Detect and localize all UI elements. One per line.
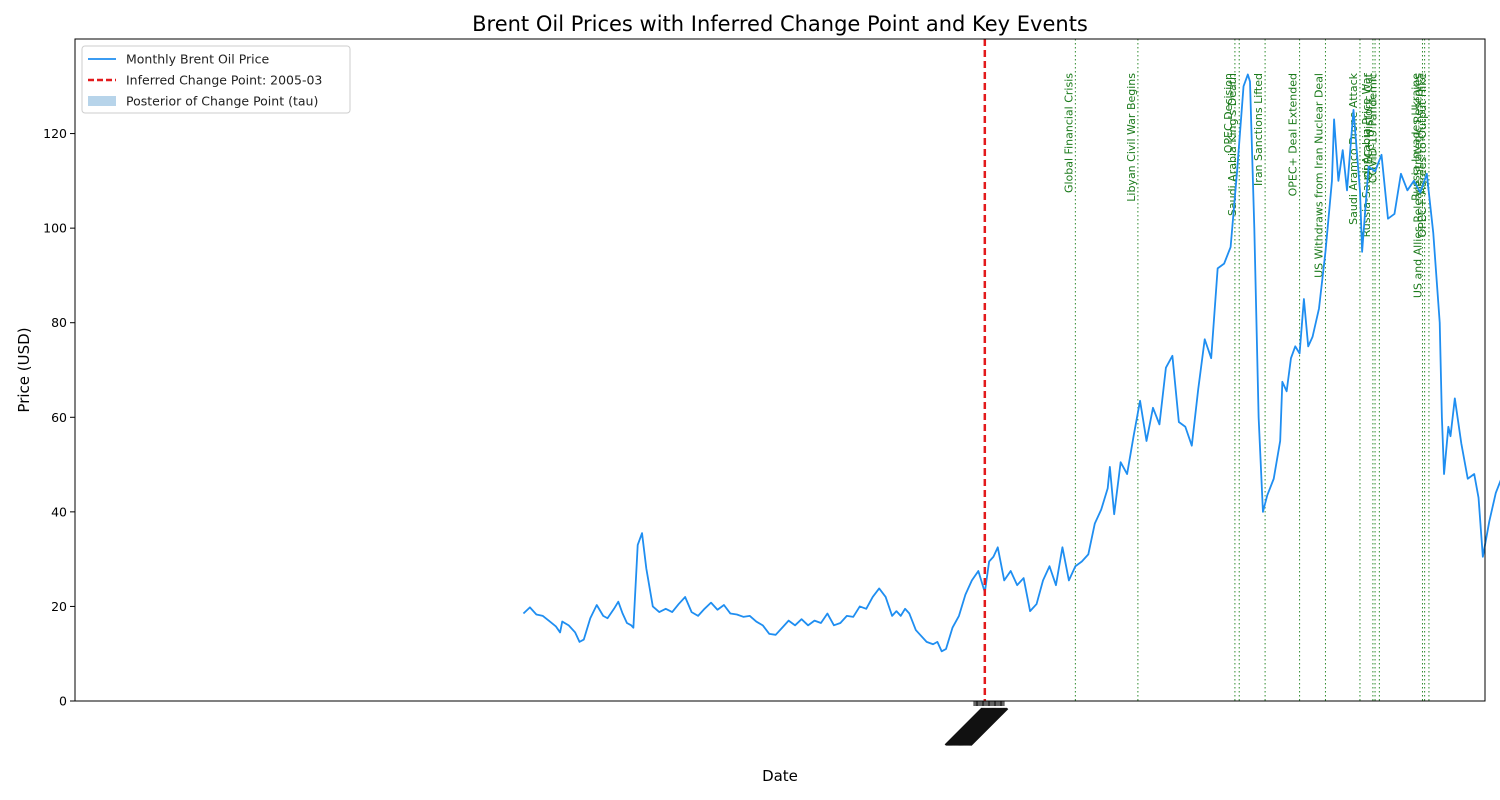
- y-tick-label-4: 80: [51, 315, 67, 330]
- price-series-line: [522, 73, 1500, 653]
- event-label-12: US and Allies Release Strategic Reserves: [1412, 73, 1425, 298]
- event-label-2: OPEC Decision: [1222, 73, 1235, 153]
- x-axis: [944, 701, 1009, 746]
- line-layer: [522, 73, 1500, 653]
- event-label-8: Russia-Saudi Arabia Price War: [1360, 73, 1373, 238]
- y-axis: 0 20 40 60 80 100 120: [43, 126, 75, 709]
- event-label-3: Saudi Arabia King's Death: [1226, 73, 1239, 216]
- event-label-6: US Withdraws from Iran Nuclear Deal: [1312, 73, 1325, 278]
- legend: Monthly Brent Oil Price Inferred Change P…: [81, 45, 351, 114]
- event-label-5: OPEC+ Deal Extended: [1287, 73, 1300, 196]
- event-label-13: OPEC+ Agrees to Output Hike: [1416, 73, 1429, 238]
- y-tick-label-5: 100: [43, 221, 67, 236]
- legend-label-1: Inferred Change Point: 2005-03: [126, 73, 322, 88]
- chart-title: Brent Oil Prices with Inferred Change Po…: [472, 12, 1088, 36]
- event-label-7: Saudi Aramco Drone Attack: [1347, 72, 1360, 224]
- legend-patch-swatch: [88, 96, 116, 106]
- y-tick-label-2: 40: [51, 504, 67, 519]
- event-label-9: OPEC+ Historic Cut: [1362, 72, 1375, 180]
- plot-frame: [74, 38, 1486, 702]
- legend-label-0: Monthly Brent Oil Price: [126, 52, 270, 67]
- y-tick-label-6: 120: [43, 126, 67, 141]
- y-tick-label-3: 60: [51, 410, 67, 425]
- event-label-4: Iran Sanctions Lifted: [1252, 73, 1265, 186]
- legend-box: [81, 45, 351, 114]
- plot-area: Global Financial Crisis Libyan Civil War …: [74, 38, 1500, 702]
- event-label-11: Russia Invades Ukraine: [1409, 73, 1422, 201]
- legend-label-2: Posterior of Change Point (tau): [126, 94, 318, 109]
- event-label-1: Libyan Civil War Begins: [1125, 73, 1138, 202]
- y-tick-label-1: 20: [51, 599, 67, 614]
- event-label-0: Global Financial Crisis: [1062, 73, 1075, 193]
- event-label-10: COVID-19 Pandemic: [1366, 73, 1379, 183]
- x-axis-title: Date: [762, 767, 798, 785]
- x-tick-label-23: [969, 707, 1009, 746]
- y-tick-label-0: 0: [59, 694, 67, 709]
- events-layer: Global Financial Crisis Libyan Civil War …: [1062, 39, 1430, 701]
- y-axis-title: Price (USD): [15, 327, 33, 412]
